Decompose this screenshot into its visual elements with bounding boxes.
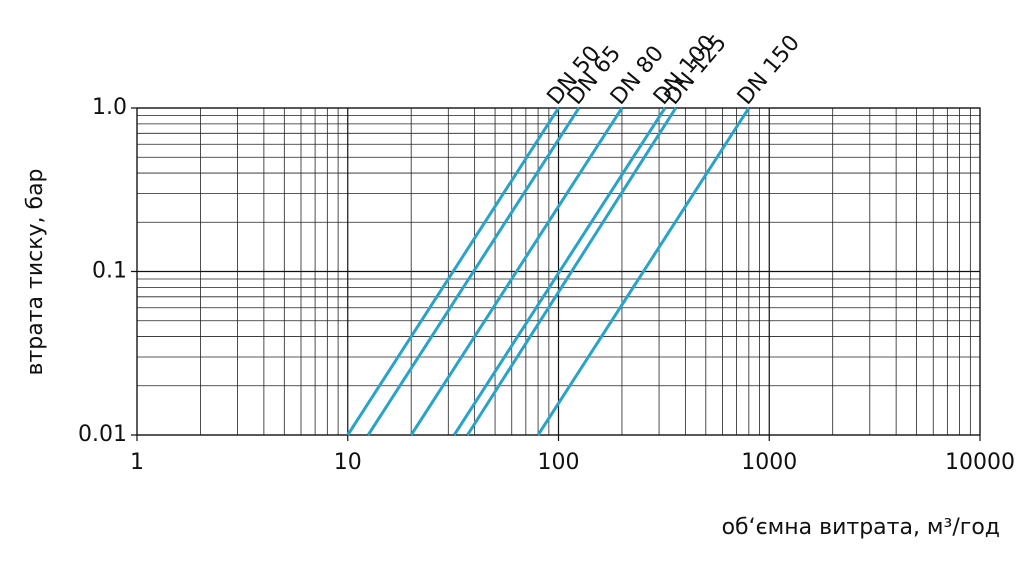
x-tick-label: 10 bbox=[334, 450, 362, 475]
y-tick-label: 1.0 bbox=[92, 95, 127, 120]
data-line bbox=[366, 107, 581, 436]
data-line bbox=[452, 107, 667, 436]
y-axis-label: втрата тиску, бар bbox=[23, 168, 48, 375]
data-line bbox=[346, 107, 560, 436]
x-axis-label: об‘ємна витрата, м³/год bbox=[722, 515, 1000, 540]
x-tick-label: 100 bbox=[538, 450, 580, 475]
x-tick-label: 10000 bbox=[945, 450, 1015, 475]
data-line bbox=[409, 107, 624, 436]
data-line bbox=[466, 107, 678, 436]
x-tick-label: 1 bbox=[130, 450, 144, 475]
y-tick-label: 0.1 bbox=[92, 259, 127, 284]
x-tick-label: 1000 bbox=[741, 450, 797, 475]
y-tick-label: 0.01 bbox=[78, 422, 127, 447]
series-label: DN 150 bbox=[733, 31, 805, 110]
data-line bbox=[536, 107, 751, 436]
